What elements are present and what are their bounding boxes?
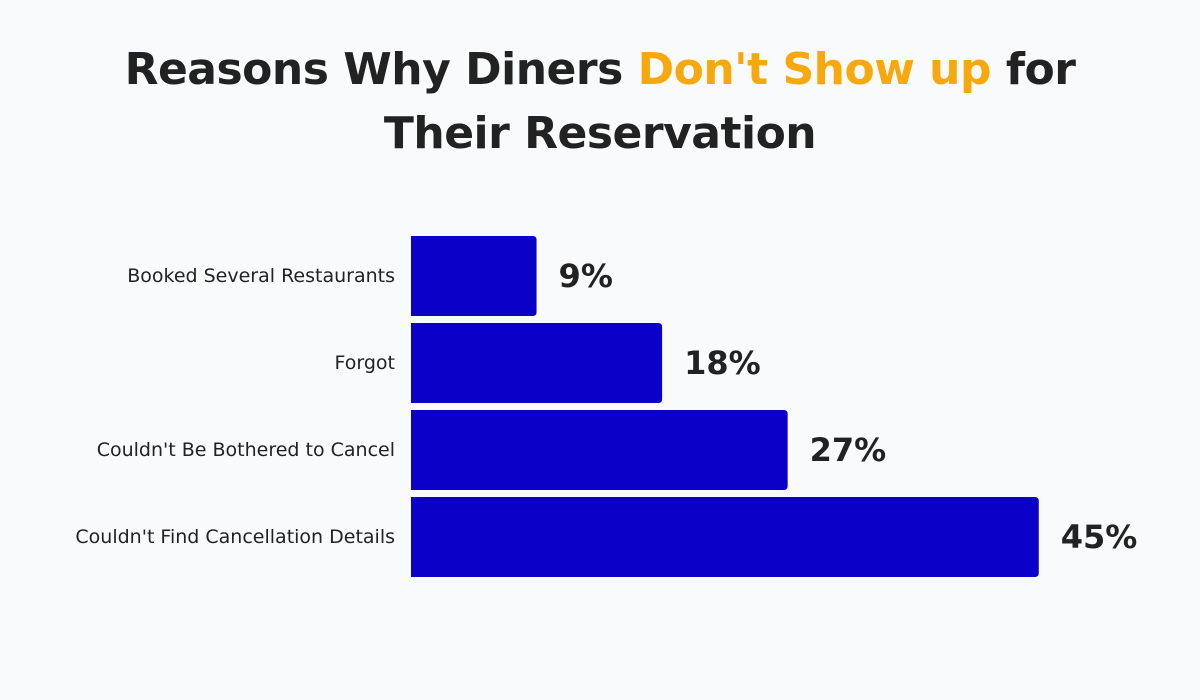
bar-1 (411, 236, 537, 316)
bar-3 (411, 410, 788, 490)
value-label: 9% (559, 257, 613, 295)
title-part-2: for (991, 44, 1076, 95)
bar-2 (411, 323, 663, 403)
category-label: Forgot (335, 352, 396, 374)
category-label: Couldn't Be Bothered to Cancel (97, 439, 395, 461)
chart-title: Reasons Why Diners Don't Show up for The… (0, 38, 1200, 166)
title-part-1: Reasons Why Diners (124, 44, 638, 95)
category-label: Booked Several Restaurants (127, 265, 395, 287)
title-line-2: Their Reservation (383, 108, 817, 159)
title-highlight: Don't Show up (637, 44, 992, 95)
bar-4 (411, 497, 1039, 577)
category-label: Couldn't Find Cancellation Details (75, 526, 395, 548)
value-label: 45% (1061, 518, 1138, 556)
value-label: 18% (684, 344, 761, 382)
value-label: 27% (810, 431, 887, 469)
